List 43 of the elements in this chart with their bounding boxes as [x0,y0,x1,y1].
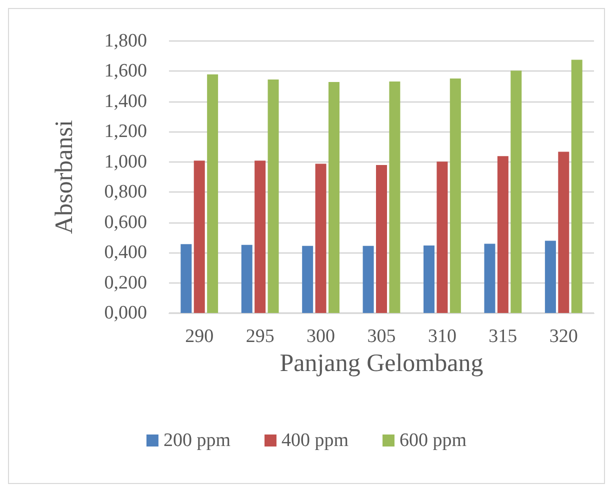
bar [424,245,435,313]
x-tick-label: 290 [185,326,214,347]
bar [207,74,218,313]
bar [376,165,387,313]
y-tick-label: 0,200 [104,272,147,294]
bar [328,82,340,313]
legend-label: 200 ppm [163,430,231,451]
bar [436,162,448,313]
y-tick-label: 1,600 [104,60,147,82]
y-tick-label: 1,000 [104,151,147,172]
bar [180,244,192,313]
bar [510,70,522,313]
bar [315,164,326,313]
y-tick-label: 1,200 [104,121,147,142]
legend-label: 400 ppm [281,430,349,451]
bar [450,78,461,313]
x-tick-label: 320 [549,326,578,347]
y-axis-title: Absorbansi [51,120,78,234]
y-tick-label: 0,000 [104,302,147,324]
y-tick-label: 0,800 [104,182,147,203]
y-tick-label: 0,600 [104,212,147,233]
bar [268,80,279,313]
bar [241,244,252,313]
x-tick-label: 310 [428,326,456,347]
x-tick-label: 315 [488,326,518,347]
y-tick-label: 0,400 [104,242,147,264]
bar [544,240,556,313]
y-tick-label: 1,400 [104,90,147,112]
y-tick-label: 1,800 [104,30,147,52]
bar [571,60,582,313]
bar [558,152,570,313]
bar [302,246,314,313]
x-tick-label: 295 [246,326,274,347]
x-axis-title: Panjang Gelombang [280,350,484,377]
bar [362,246,374,313]
x-tick-label: 300 [306,326,336,347]
bar [389,82,400,313]
bar [254,160,266,313]
x-tick-label: 305 [367,326,396,347]
bar [484,244,496,313]
bar [497,156,508,313]
legend-label: 600 ppm [400,430,467,451]
bar [194,160,205,313]
